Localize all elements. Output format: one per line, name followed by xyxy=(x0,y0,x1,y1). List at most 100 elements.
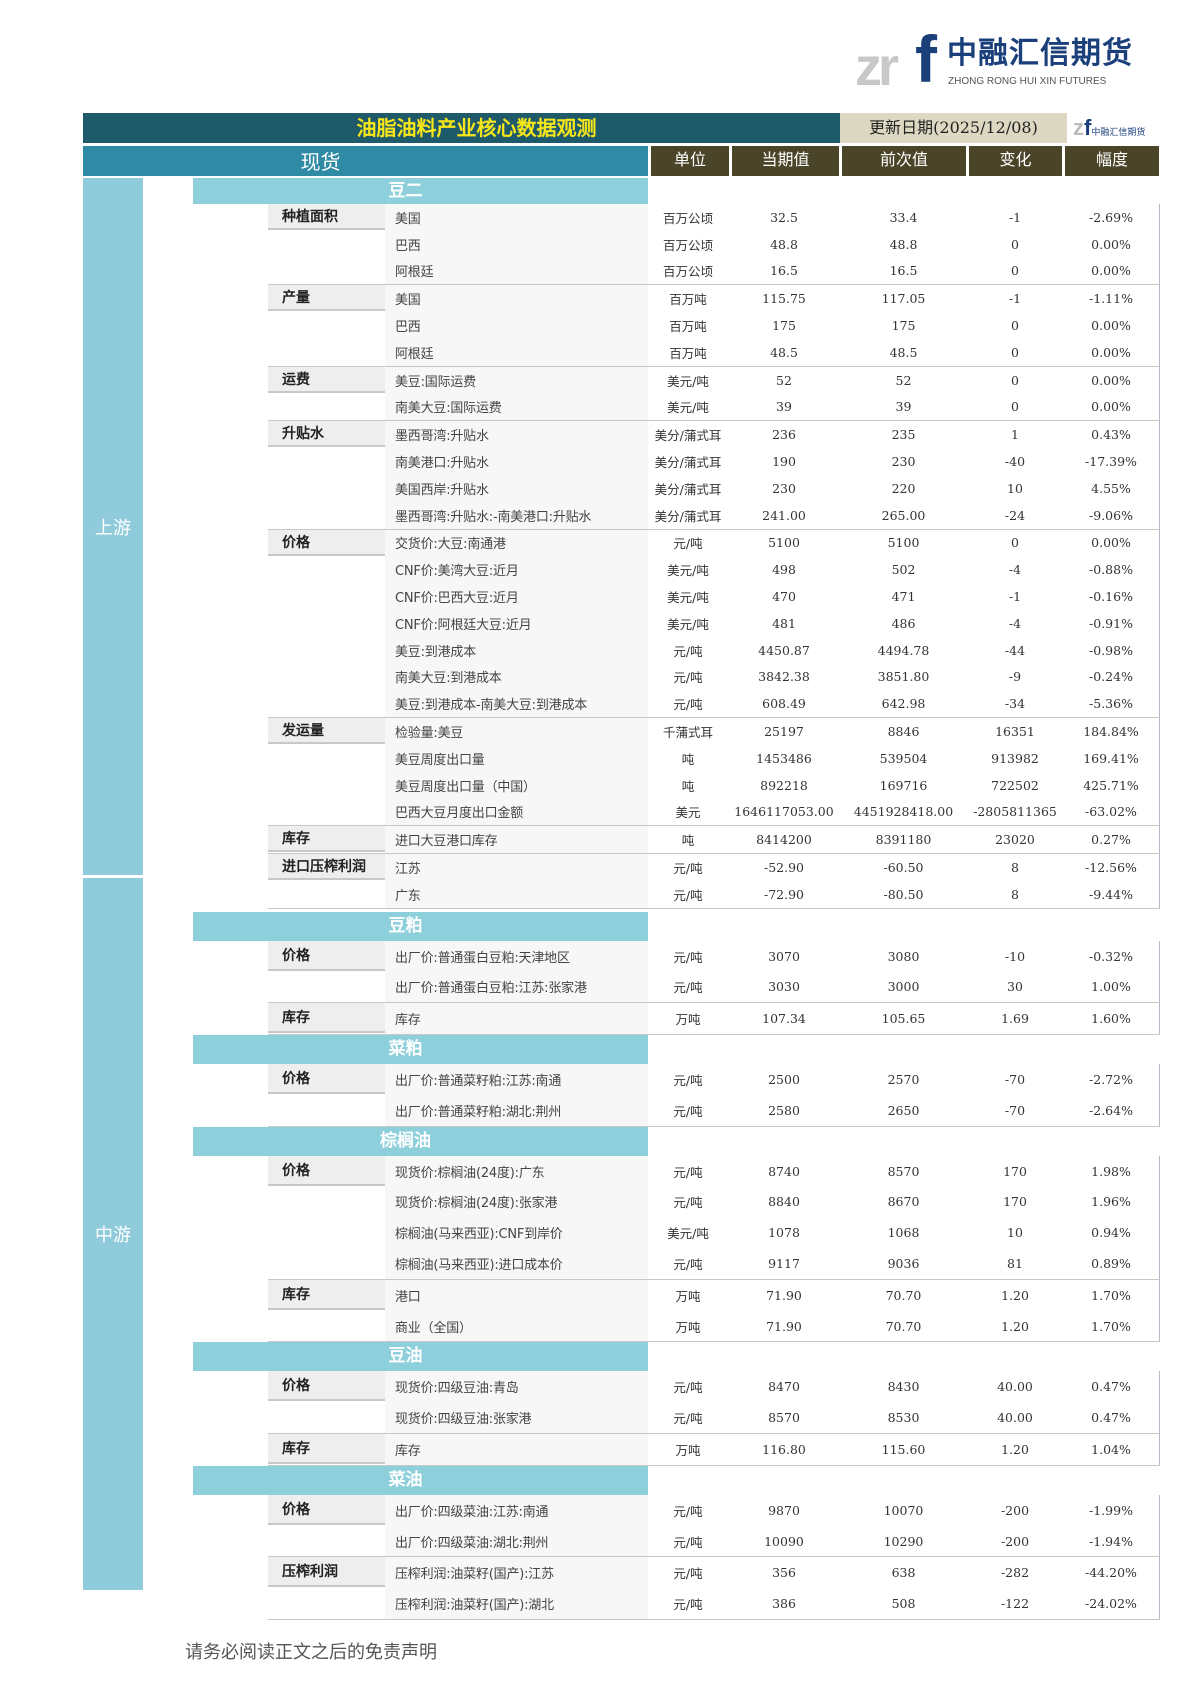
change-value: 1.69 xyxy=(1001,1011,1029,1027)
group-label-cell: 运费 xyxy=(268,366,385,421)
unit: 元/吨 xyxy=(673,1164,703,1180)
previous-value: 8430 xyxy=(887,1379,920,1395)
previous-value: 3080 xyxy=(887,948,920,964)
current-value: 3070 xyxy=(768,948,800,964)
table-row: 现货价:四级豆油:张家港 元/吨 8570 8530 40.00 0.47% xyxy=(385,1402,1160,1434)
item-name: 压榨利润:油菜籽(国产):湖北 xyxy=(385,1588,648,1620)
unit: 元/吨 xyxy=(673,1534,703,1550)
unit: 美元/吨 xyxy=(667,563,709,579)
pct-value: -63.02% xyxy=(1063,798,1160,826)
previous-value: 502 xyxy=(891,562,916,578)
pct-value: -12.56% xyxy=(1063,854,1160,881)
pct-value: 0.43% xyxy=(1063,421,1160,449)
current-value: 386 xyxy=(772,1596,796,1612)
item-name: 交货价:大豆:南通港 xyxy=(385,529,648,557)
unit: 美元/吨 xyxy=(667,373,709,389)
section-header: 棕榈油 xyxy=(193,1126,648,1156)
unit: 元/吨 xyxy=(673,670,703,686)
table-row: 出厂价:四级菜油:湖北:荆州 元/吨 10090 10290 -200 -1.94% xyxy=(385,1525,1160,1557)
group-label: 压榨利润 xyxy=(268,1557,385,1588)
change-value: 0 xyxy=(1011,399,1019,415)
unit: 吨 xyxy=(681,833,695,849)
unit: 元/吨 xyxy=(673,1073,703,1088)
previous-value: 265.00 xyxy=(881,507,926,523)
group-rows: 交货价:大豆:南通港 元/吨 5100 5100 0 0.00% CNF价:美湾大豆:近月美… xyxy=(385,529,1160,718)
table-group: 升贴水 墨西哥湾:升贴水 美分/蒲式耳 236 235 1 0.43% 南美港口:升贴水 美分/… xyxy=(268,421,1160,530)
current-value: 71.90 xyxy=(766,1318,802,1334)
unit: 百万公顷 xyxy=(662,264,713,280)
change-value: -4 xyxy=(1008,615,1022,631)
unit: 元/吨 xyxy=(673,861,703,877)
table-row: 库存 万吨 116.80 115.60 1.20 1.04% xyxy=(385,1434,1160,1465)
current-value: 481 xyxy=(772,615,796,631)
table-row: 南美大豆:到港成本 元/吨 3842.38 3851.80 -9 -0.24% xyxy=(385,663,1160,691)
table-row: 南美大豆:国际运费 美元/吨 39 39 0 0.00% xyxy=(385,393,1160,421)
unit: 美元/吨 xyxy=(667,590,709,606)
group-rows: 检验量:美豆 千蒲式耳 25197 8846 16351 184.84% 美豆周度出口量吨 1… xyxy=(385,718,1160,826)
previous-value: 8846 xyxy=(887,724,920,740)
previous-value: 10070 xyxy=(883,1502,924,1518)
table-group: 价格 出厂价:普通菜籽粕:江苏:南通 元/吨 2500 2570 -70 -2.72% 出厂价… xyxy=(268,1064,1160,1127)
table-group: 库存 库存 万吨 107.34 105.65 1.69 1.60% xyxy=(268,1003,1160,1036)
table-row: 棕榈油(马来西亚):CNF到岸价 美元/吨 1078 1068 10 0.94% xyxy=(385,1217,1160,1249)
table-row: 商业（全国） 万吨 71.90 70.70 1.20 1.70% xyxy=(385,1310,1160,1342)
table-row: 江苏 元/吨 -52.90 -60.50 8 -12.56% xyxy=(385,854,1160,881)
table-group: 价格 交货价:大豆:南通港 元/吨 5100 5100 0 0.00% CNF价:美湾大豆:近… xyxy=(268,529,1160,719)
company-logo: zr f 中融汇信期货 ZHONG RONG HUI XIN FUTURES xyxy=(855,22,1133,97)
unit: 万吨 xyxy=(675,1319,701,1335)
item-name: 广东 xyxy=(385,880,648,908)
change-value: 1.20 xyxy=(1001,1287,1029,1303)
table-row: 美豆:到港成本-南美大豆:到港成本 元/吨 608.49 642.98 -34 -5.36… xyxy=(385,690,1160,718)
current-value: 71.90 xyxy=(766,1287,802,1303)
unit: 百万吨 xyxy=(669,292,707,308)
current-value: 230 xyxy=(772,480,796,496)
unit: 吨 xyxy=(681,751,695,767)
previous-value: 1068 xyxy=(887,1225,920,1241)
current-value: 1646117053.00 xyxy=(734,804,834,820)
unit: 元/吨 xyxy=(673,536,703,552)
current-value: 16.5 xyxy=(770,263,798,279)
item-name: 进口大豆港口库存 xyxy=(385,826,648,854)
unit: 吨 xyxy=(681,778,695,794)
group-label-cell: 种植面积 xyxy=(268,204,385,284)
region-midstream: 中游 xyxy=(83,878,143,1590)
current-value: 608.49 xyxy=(762,696,806,712)
table-row: 美豆周度出口量 吨 1453486 539504 913982 169.41% xyxy=(385,744,1160,772)
change-value: -122 xyxy=(1000,1596,1030,1612)
item-name: 墨西哥湾:升贴水 xyxy=(385,421,648,449)
item-name: 出厂价:普通蛋白豆粕:天津地区 xyxy=(385,940,648,972)
change-value: -40 xyxy=(1004,454,1026,470)
section-header: 豆二 xyxy=(193,178,648,204)
item-name: 巴西大豆月度出口金额 xyxy=(385,798,648,826)
table-row: 出厂价:普通菜籽粕:江苏:南通 元/吨 2500 2570 -70 -2.72% xyxy=(385,1064,1160,1095)
current-value: 470 xyxy=(772,589,796,605)
previous-value: 48.8 xyxy=(889,236,918,252)
table-group: 运费 美豆:国际运费 美元/吨 52 52 0 0.00% 南美大豆:国际运费 美元/吨 39 39… xyxy=(268,366,1160,422)
group-rows: 出厂价:普通蛋白豆粕:天津地区 元/吨 3070 3080 -10 -0.32% 出厂价:普… xyxy=(385,940,1160,1003)
pct-value: 0.00% xyxy=(1063,257,1160,285)
pct-value: -0.32% xyxy=(1063,940,1160,972)
unit: 美元/吨 xyxy=(667,1226,709,1242)
previous-value: 10290 xyxy=(883,1533,924,1549)
pct-value: -44.20% xyxy=(1063,1557,1160,1589)
table-row: 出厂价:普通蛋白豆粕:江苏:张家港 元/吨 3030 3000 30 1.00% xyxy=(385,971,1160,1003)
unit: 元/吨 xyxy=(673,1503,703,1519)
previous-value: 471 xyxy=(891,589,916,605)
group-rows: 现货价:棕榈油(24度):广东 元/吨 8740 8570 170 1.98% 现货价:棕榈… xyxy=(385,1155,1160,1279)
page-title: 油脂油料产业核心数据观测 xyxy=(83,113,840,143)
item-name: 墨西哥湾:升贴水:-南美港口:升贴水 xyxy=(385,501,648,529)
item-name: 压榨利润:油菜籽(国产):江苏 xyxy=(385,1557,648,1589)
previous-value: 3851.80 xyxy=(877,669,930,685)
group-label: 价格 xyxy=(268,1155,385,1186)
group-label-cell: 产量 xyxy=(268,285,385,365)
item-name: 美豆:到港成本 xyxy=(385,636,648,664)
change-value: 0 xyxy=(1011,344,1019,360)
unit: 万吨 xyxy=(675,1288,701,1304)
pct-value: 0.00% xyxy=(1063,366,1160,394)
change-value: -70 xyxy=(1004,1072,1026,1087)
change-value: 0 xyxy=(1011,535,1019,551)
unit: 千蒲式耳 xyxy=(662,725,713,741)
unit: 美分/蒲式耳 xyxy=(654,428,722,444)
pct-value: 0.00% xyxy=(1063,338,1160,366)
table-group: 价格 现货价:四级豆油:青岛 元/吨 8470 8430 40.00 0.47% 现货价:四级… xyxy=(268,1371,1160,1435)
